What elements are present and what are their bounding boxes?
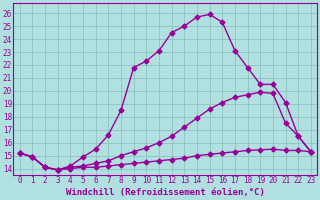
X-axis label: Windchill (Refroidissement éolien,°C): Windchill (Refroidissement éolien,°C) [66,188,265,197]
